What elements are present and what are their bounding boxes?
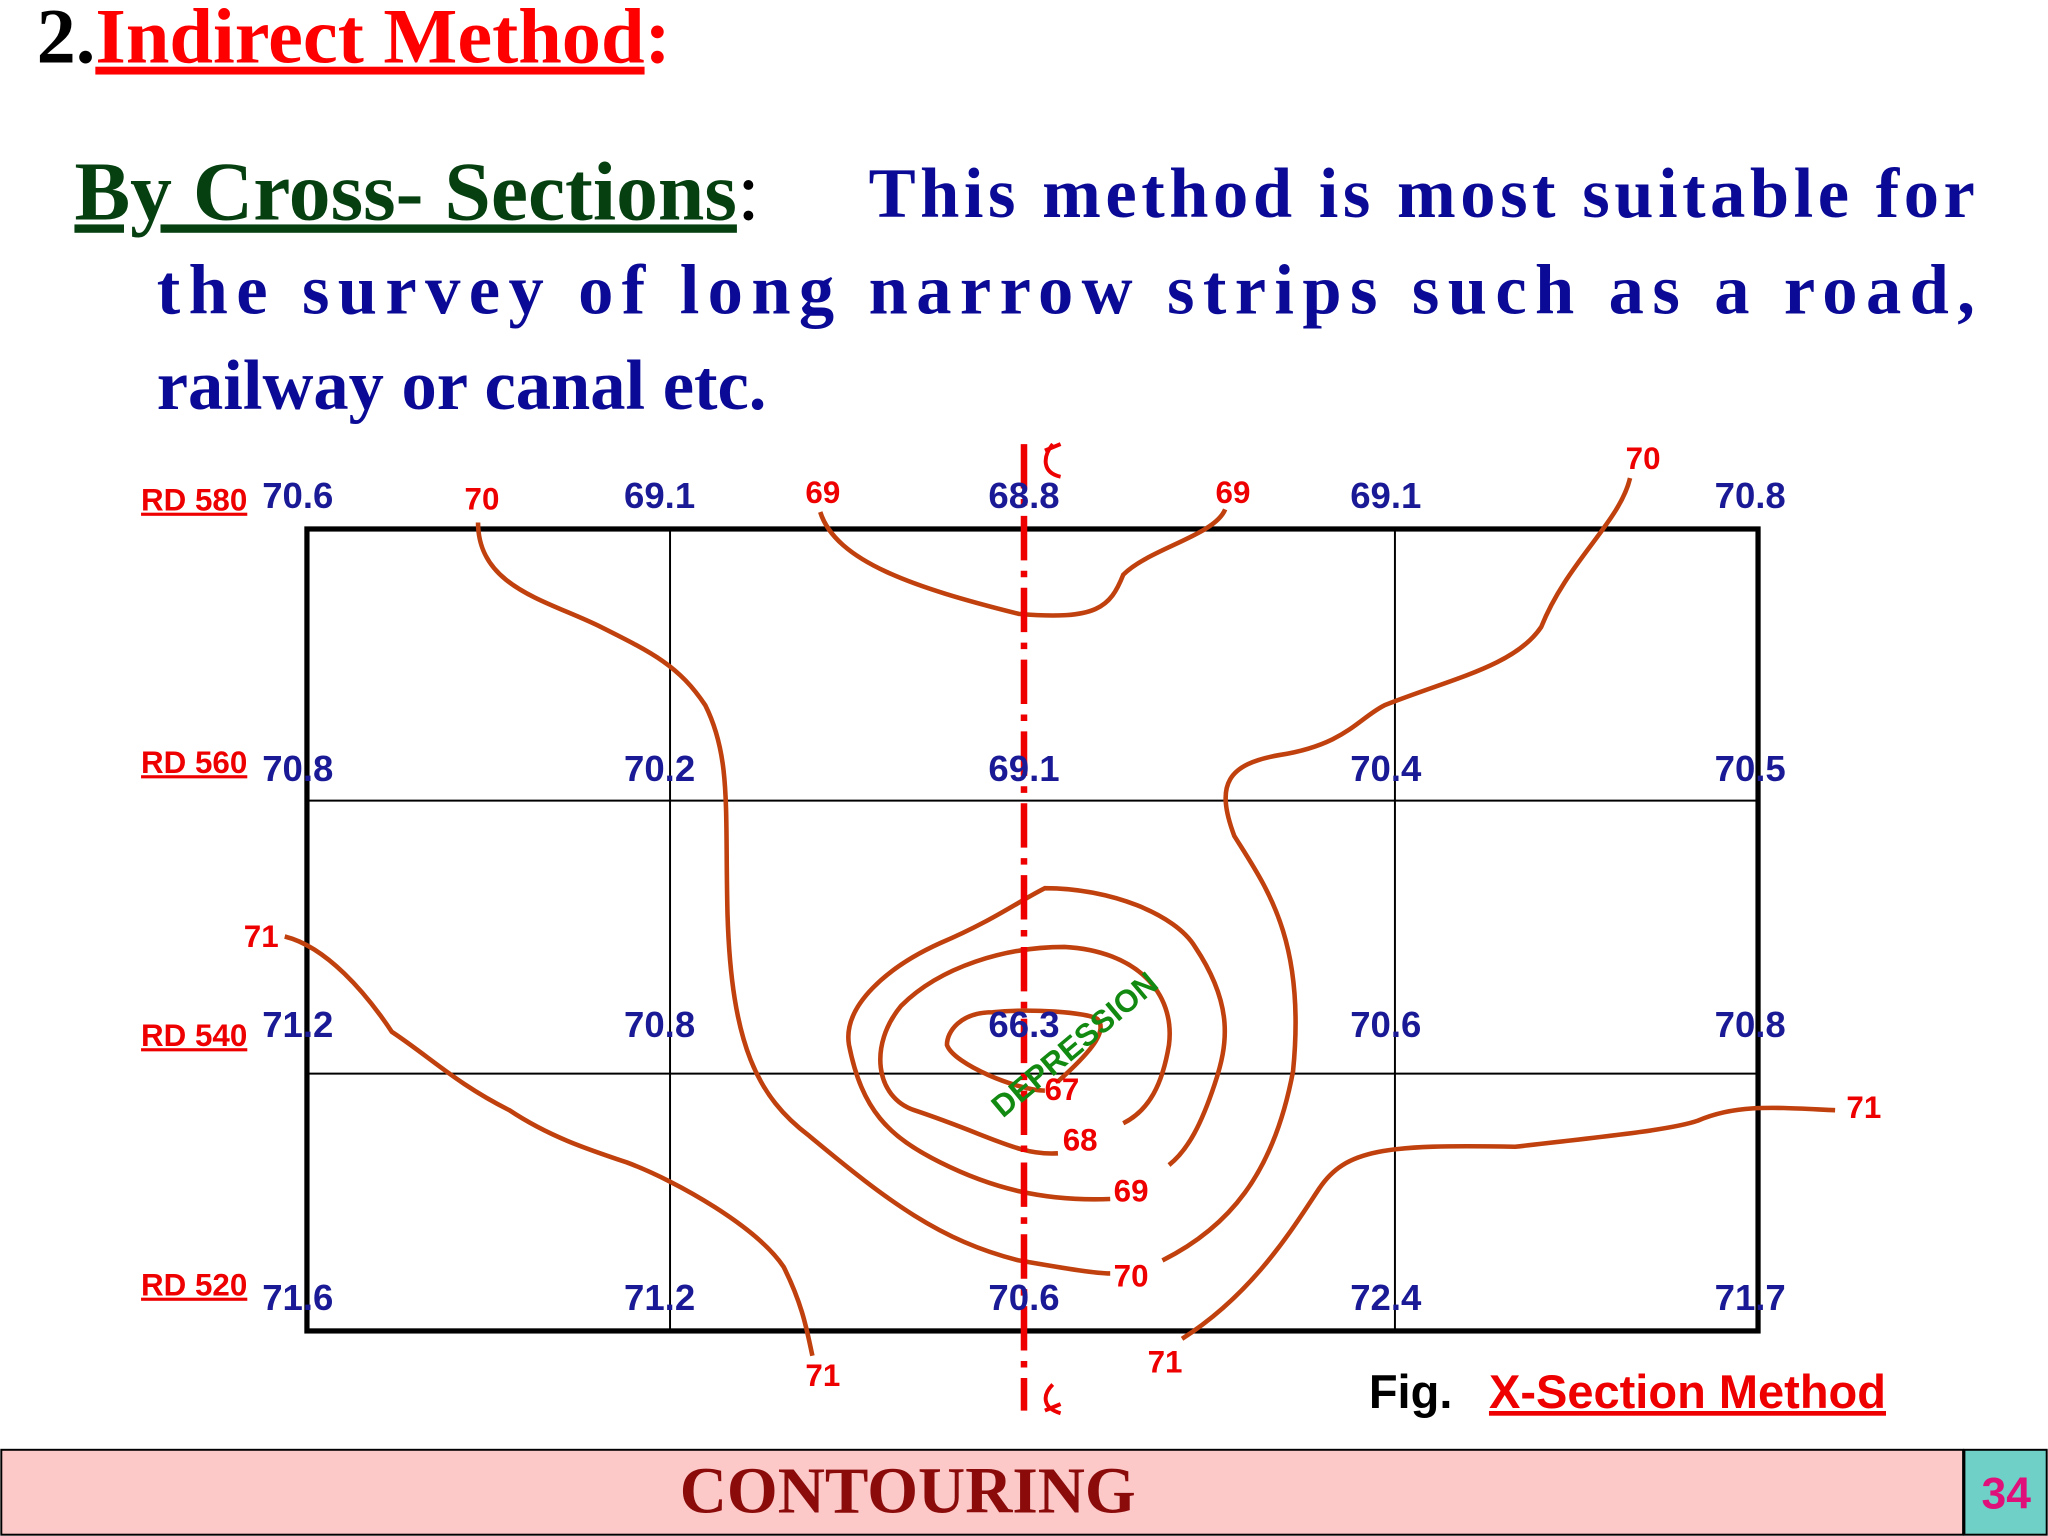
caption-title: X-Section Method	[1489, 1365, 1886, 1418]
spot-level: 70.8	[262, 748, 333, 789]
section-label: RD 580	[141, 483, 247, 518]
spot-level: 72.4	[1350, 1277, 1422, 1318]
contour-line	[846, 885, 1228, 1202]
contour-label: 68	[1063, 1123, 1098, 1158]
contour-line	[944, 1008, 1103, 1093]
spot-level: 70.2	[624, 748, 695, 789]
heading-number: 2.	[37, 0, 96, 80]
section-label: RD 560	[141, 745, 247, 780]
spot-level: 70.6	[1350, 1004, 1421, 1045]
grid-border	[304, 526, 1761, 1334]
contour-label: 71	[1148, 1345, 1183, 1380]
contour-line	[878, 944, 1172, 1156]
contour-label: 71	[805, 1358, 840, 1393]
contour-line	[284, 934, 815, 1357]
section-label: RD 540	[141, 1018, 247, 1053]
contour-label: 69	[805, 475, 840, 510]
spot-level: 70.8	[1715, 475, 1786, 516]
spot-level: 70.5	[1715, 748, 1786, 789]
paragraph-line: the survey of long narrow strips such as…	[157, 251, 1975, 329]
heading-colon: :	[645, 0, 671, 80]
spot-level: 71.7	[1715, 1277, 1786, 1318]
contour-line	[1161, 477, 1633, 1263]
term: By Cross- Sections	[74, 146, 736, 238]
page-number: 34	[1982, 1470, 2032, 1519]
contour-line	[1180, 1105, 1836, 1341]
contour-label: 70	[465, 481, 500, 516]
spot-level: 71.2	[624, 1277, 695, 1318]
paragraph-lead: By Cross- Sections:	[74, 146, 760, 238]
spot-level: 70.6	[262, 475, 333, 516]
page-box	[1963, 1448, 2048, 1536]
spot-level: 68.8	[988, 475, 1059, 516]
paragraph-line: railway or canal etc.	[157, 347, 767, 425]
contour-label: 71	[1846, 1090, 1881, 1125]
spot-level: 70.8	[624, 1004, 695, 1045]
contour-line	[818, 508, 1228, 618]
contour-label: 67	[1044, 1072, 1079, 1107]
contour-label: 70	[1114, 1259, 1149, 1294]
spot-level: 70.4	[1350, 748, 1422, 789]
heading: 2.Indirect Method:	[37, 0, 671, 80]
contour-label: 69	[1114, 1174, 1149, 1209]
grid	[306, 528, 1759, 1331]
separator: :	[737, 146, 760, 238]
contours	[284, 477, 1836, 1357]
figure: DEPRESSION RD 580 70.6 69.1 68.8 69.1 70.8RD …	[141, 441, 1881, 1416]
spot-level: 70.6	[988, 1277, 1059, 1318]
spot-level: 69.1	[988, 748, 1059, 789]
spot-level: 69.1	[624, 475, 695, 516]
contour-line	[475, 522, 1111, 1276]
spot-level: 71.6	[262, 1277, 333, 1318]
contour-label: 70	[1626, 441, 1661, 476]
centerline-symbol	[1043, 442, 1062, 1416]
contour-label: 69	[1216, 475, 1251, 510]
footer-bar	[0, 1448, 1965, 1536]
heading-title: Indirect Method	[95, 0, 644, 80]
contour-label: 71	[244, 919, 279, 954]
spot-level: 66.3	[988, 1004, 1059, 1045]
footer-title: CONTOURING	[680, 1455, 1136, 1527]
spot-level: 70.8	[1715, 1004, 1786, 1045]
section-label: RD 520	[141, 1268, 247, 1303]
paragraph-line: This method is most suitable for	[869, 155, 1975, 233]
caption-prefix: Fig.	[1369, 1365, 1453, 1418]
spot-level: 71.2	[262, 1004, 333, 1045]
spot-level: 69.1	[1350, 475, 1421, 516]
